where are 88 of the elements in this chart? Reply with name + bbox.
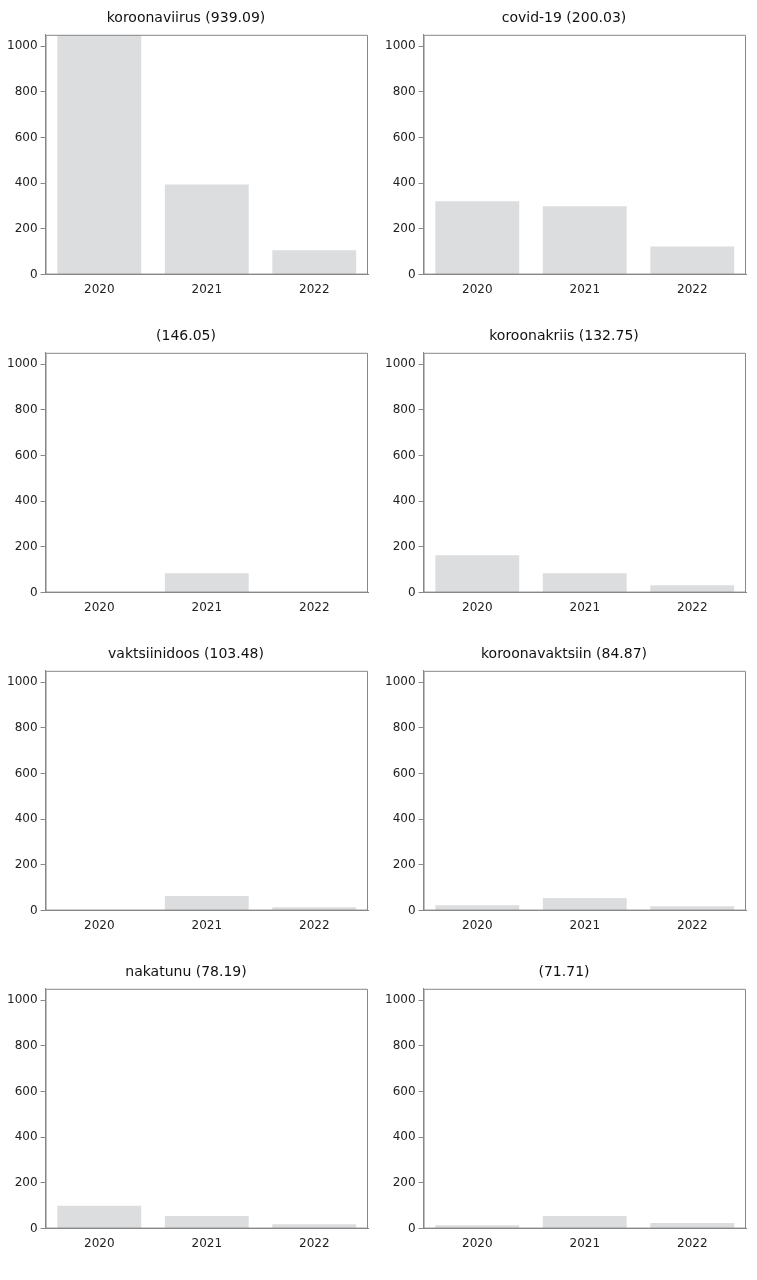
bar — [542, 206, 627, 275]
x-tick-label: 2022 — [676, 1235, 708, 1250]
x-tick-label: 2022 — [676, 599, 708, 614]
y-tick-label: 1000 — [6, 356, 38, 371]
y-tick-label: 600 — [392, 765, 416, 780]
y-tick-label: 200 — [14, 539, 38, 554]
chart-title: vaktsiinidoos (103.48) — [108, 645, 264, 662]
chart-title: nakatunu (78.19) — [125, 963, 247, 980]
bar — [57, 34, 142, 275]
y-tick-label: 800 — [14, 720, 38, 735]
y-tick-label: 600 — [14, 447, 38, 462]
y-tick-label: 400 — [14, 175, 38, 190]
x-tick-label: 2021 — [191, 1235, 223, 1250]
x-tick-label: 2021 — [569, 599, 601, 614]
x-tick-label: 2020 — [84, 281, 115, 296]
chart-title: covid-19 (200.03) — [501, 9, 627, 26]
x-tick-label: 2020 — [462, 281, 493, 296]
bar — [435, 555, 520, 593]
y-tick-label: 800 — [14, 1038, 38, 1053]
x-tick-label: 2021 — [191, 917, 223, 932]
y-tick-label: 0 — [407, 1220, 416, 1235]
y-tick-label: 600 — [392, 447, 416, 462]
x-tick-label: 2021 — [569, 917, 601, 932]
x-tick-label: 2022 — [298, 599, 330, 614]
y-tick-label: 200 — [392, 539, 416, 554]
y-tick-label: 0 — [407, 902, 416, 917]
chart-title: (71.71) — [538, 963, 590, 980]
x-tick-label: 2020 — [462, 599, 493, 614]
y-tick-label: 400 — [14, 493, 38, 508]
x-tick-label: 2021 — [569, 1235, 601, 1250]
x-tick-label: 2021 — [569, 281, 601, 296]
y-tick-label: 200 — [14, 221, 38, 236]
y-tick-label: 0 — [29, 1220, 38, 1235]
y-tick-label: 1000 — [6, 992, 38, 1007]
y-tick-label: 800 — [392, 402, 416, 417]
y-tick-label: 600 — [14, 129, 38, 144]
chart-title: (146.05) — [156, 327, 216, 344]
y-tick-label: 400 — [14, 1129, 38, 1144]
y-tick-label: 0 — [407, 266, 416, 281]
bar — [542, 573, 627, 593]
y-tick-label: 400 — [392, 811, 416, 826]
y-tick-label: 0 — [29, 902, 38, 917]
x-tick-label: 2022 — [676, 281, 708, 296]
y-tick-label: 1000 — [384, 356, 416, 371]
x-tick-label: 2020 — [462, 1235, 493, 1250]
y-tick-label: 0 — [407, 584, 416, 599]
y-tick-label: 800 — [14, 402, 38, 417]
y-tick-label: 800 — [392, 1038, 416, 1053]
chart-title: koroonavaktsiin (84.87) — [480, 645, 648, 662]
y-tick-label: 0 — [29, 266, 38, 281]
y-tick-label: 800 — [392, 720, 416, 735]
y-tick-label: 1000 — [6, 674, 38, 689]
x-tick-label: 2022 — [676, 917, 708, 932]
y-tick-label: 400 — [392, 175, 416, 190]
y-tick-label: 200 — [14, 857, 38, 872]
bar — [650, 246, 735, 275]
y-tick-label: 200 — [392, 221, 416, 236]
x-tick-label: 2022 — [298, 917, 330, 932]
y-tick-label: 800 — [14, 84, 38, 99]
x-tick-label: 2021 — [191, 599, 223, 614]
y-tick-label: 400 — [14, 811, 38, 826]
y-tick-label: 1000 — [384, 992, 416, 1007]
x-tick-label: 2020 — [84, 917, 115, 932]
x-tick-label: 2021 — [191, 281, 223, 296]
y-tick-label: 600 — [14, 765, 38, 780]
y-tick-label: 200 — [392, 1175, 416, 1190]
y-tick-label: 600 — [392, 129, 416, 144]
bar — [272, 250, 357, 275]
x-tick-label: 2020 — [84, 1235, 115, 1250]
y-tick-label: 200 — [392, 857, 416, 872]
bar — [164, 184, 249, 275]
y-tick-label: 600 — [392, 1083, 416, 1098]
x-tick-label: 2022 — [298, 1235, 330, 1250]
bar — [435, 201, 520, 275]
x-tick-label: 2020 — [84, 599, 115, 614]
x-tick-label: 2020 — [462, 917, 493, 932]
y-tick-label: 1000 — [384, 674, 416, 689]
y-tick-label: 200 — [14, 1175, 38, 1190]
chart-title: koroonakriis (132.75) — [489, 327, 639, 344]
y-tick-label: 800 — [392, 84, 416, 99]
y-tick-label: 400 — [392, 1129, 416, 1144]
y-tick-label: 400 — [392, 493, 416, 508]
y-tick-label: 1000 — [384, 38, 416, 53]
y-tick-label: 600 — [14, 1083, 38, 1098]
y-tick-label: 1000 — [6, 38, 38, 53]
y-tick-label: 0 — [29, 584, 38, 599]
x-tick-label: 2022 — [298, 281, 330, 296]
chart-title: koroonaviirus (939.09) — [106, 9, 266, 26]
